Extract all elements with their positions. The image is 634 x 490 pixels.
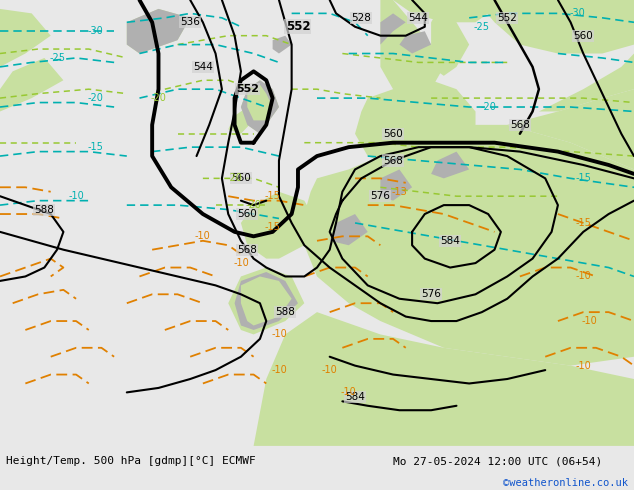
Text: 560: 560: [573, 31, 593, 41]
Text: -10: -10: [271, 365, 287, 375]
Text: ©weatheronline.co.uk: ©weatheronline.co.uk: [503, 478, 628, 489]
Text: 584: 584: [345, 392, 365, 402]
Text: -20: -20: [245, 200, 262, 210]
Text: 568: 568: [383, 155, 403, 166]
Text: -10: -10: [233, 258, 249, 268]
Text: -30: -30: [87, 26, 103, 36]
Polygon shape: [0, 58, 63, 112]
Text: -10: -10: [68, 191, 84, 201]
Text: -20: -20: [150, 93, 167, 103]
Text: -15: -15: [575, 173, 592, 183]
Text: -20: -20: [87, 93, 103, 103]
Text: 588: 588: [275, 307, 295, 317]
Text: 552: 552: [236, 84, 259, 94]
Text: 560: 560: [383, 129, 403, 139]
Polygon shape: [399, 31, 431, 53]
Polygon shape: [254, 312, 634, 446]
Polygon shape: [476, 0, 634, 53]
Polygon shape: [355, 80, 476, 170]
Text: -20: -20: [480, 102, 496, 112]
Text: 576: 576: [421, 289, 441, 299]
Text: 544: 544: [193, 62, 213, 72]
Polygon shape: [304, 125, 634, 366]
Polygon shape: [241, 192, 317, 259]
Text: -13: -13: [392, 187, 407, 197]
Polygon shape: [241, 80, 279, 134]
Text: -25: -25: [474, 22, 490, 32]
Text: -10: -10: [576, 361, 591, 370]
Text: 528: 528: [351, 13, 372, 23]
Polygon shape: [133, 13, 184, 49]
Text: 544: 544: [408, 13, 429, 23]
Text: -10: -10: [582, 316, 597, 326]
Polygon shape: [431, 151, 469, 178]
Text: -15: -15: [87, 142, 103, 152]
Text: -20: -20: [226, 173, 243, 183]
Polygon shape: [241, 276, 292, 325]
Polygon shape: [228, 268, 304, 334]
Text: 568: 568: [237, 245, 257, 255]
Polygon shape: [507, 89, 634, 170]
Text: -10: -10: [341, 388, 356, 397]
Text: 568: 568: [510, 120, 530, 130]
Text: -10: -10: [576, 271, 591, 281]
Polygon shape: [0, 9, 51, 67]
Text: 584: 584: [440, 236, 460, 246]
Text: 552: 552: [497, 13, 517, 23]
Polygon shape: [330, 214, 368, 245]
Polygon shape: [393, 0, 495, 22]
Polygon shape: [431, 0, 469, 76]
Polygon shape: [127, 9, 190, 53]
Text: -10: -10: [271, 329, 287, 340]
Text: -10: -10: [322, 365, 337, 375]
Text: 588: 588: [34, 204, 55, 215]
Polygon shape: [273, 36, 292, 53]
Text: 536: 536: [180, 17, 200, 27]
Polygon shape: [539, 53, 634, 112]
Text: -15: -15: [264, 222, 281, 232]
Polygon shape: [380, 0, 444, 98]
Polygon shape: [235, 272, 298, 330]
Polygon shape: [241, 80, 279, 134]
Text: -10: -10: [195, 231, 210, 242]
Text: -25: -25: [49, 53, 65, 63]
Polygon shape: [380, 13, 406, 45]
Text: 560: 560: [237, 209, 257, 219]
Polygon shape: [380, 170, 412, 201]
Polygon shape: [127, 9, 190, 53]
Text: 552: 552: [286, 20, 310, 33]
Text: Height/Temp. 500 hPa [gdmp][°C] ECMWF: Height/Temp. 500 hPa [gdmp][°C] ECMWF: [6, 456, 256, 466]
Polygon shape: [247, 85, 273, 121]
Text: 560: 560: [231, 173, 251, 183]
Text: -15: -15: [575, 218, 592, 228]
Text: -15: -15: [264, 191, 281, 201]
Text: Mo 27-05-2024 12:00 UTC (06+54): Mo 27-05-2024 12:00 UTC (06+54): [393, 456, 602, 466]
Text: 576: 576: [370, 191, 391, 201]
Polygon shape: [228, 107, 254, 134]
Text: -30: -30: [569, 8, 585, 19]
